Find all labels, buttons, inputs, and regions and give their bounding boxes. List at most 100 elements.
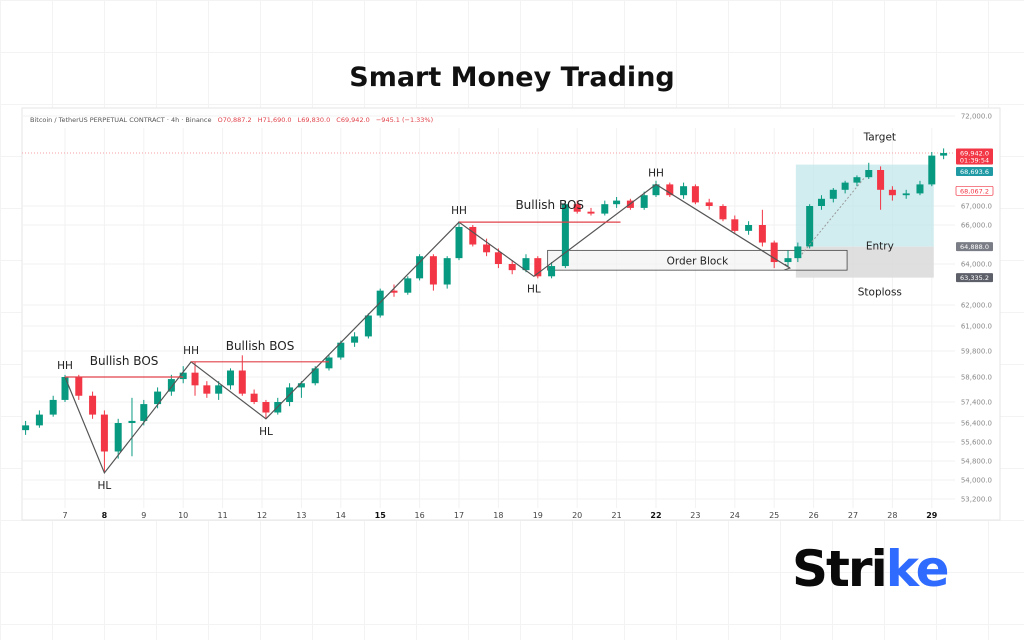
candle-body — [940, 153, 948, 156]
candle — [940, 148, 948, 160]
candle — [469, 225, 477, 247]
candle — [75, 374, 83, 400]
candle — [262, 399, 270, 419]
candle-body — [829, 189, 837, 199]
candle-body — [203, 385, 211, 394]
candle-body — [128, 420, 136, 423]
candle — [680, 182, 688, 199]
x-tick-label: 15 — [375, 511, 387, 520]
price-tag-text: 68,693.6 — [960, 168, 989, 176]
candle-body — [888, 189, 896, 196]
y-tick-label: 58,600.0 — [961, 374, 992, 382]
stop-label: Stoploss — [858, 287, 902, 299]
market-structure-line — [64, 183, 791, 475]
projection-line — [801, 176, 866, 255]
target-zone — [795, 164, 934, 247]
candle — [587, 207, 595, 216]
candle — [573, 200, 581, 214]
x-tick-label: 14 — [336, 511, 346, 520]
candle-body — [154, 391, 162, 405]
y-tick-label: 72,000.0 — [961, 113, 992, 121]
candle-body — [337, 342, 345, 358]
y-tick-label: 67,000.0 — [961, 203, 992, 211]
candle-body — [745, 225, 753, 231]
price-tag: 64,888.0 — [956, 242, 993, 252]
candle-body — [429, 256, 437, 285]
candle — [601, 200, 609, 216]
x-tick-label: 10 — [178, 511, 188, 520]
x-tick-label: 18 — [493, 511, 503, 520]
candle — [758, 209, 766, 247]
candle-body — [443, 258, 451, 285]
y-tick-label: 55,600.0 — [961, 439, 992, 447]
swing-label-hl: HL — [259, 426, 273, 438]
swing-label-hl: HL — [98, 480, 112, 492]
candle — [794, 242, 802, 263]
candle-body — [351, 336, 359, 343]
page-title: Smart Money Trading — [349, 62, 675, 93]
time-axis[interactable]: 7 8 9 10 11 12 13 14 15 16 17 18 19 20 21 22 23 24 25 26 27 2… — [62, 511, 937, 520]
y-tick-label: 59,800.0 — [961, 348, 992, 356]
candle-body — [758, 225, 766, 243]
y-tick-label: 62,000.0 — [961, 302, 992, 310]
candle-body — [508, 264, 516, 271]
bos-label: Bullish BOS — [90, 354, 159, 368]
candle — [167, 374, 175, 396]
low-value: L69,830.0 — [298, 116, 331, 124]
change-value: −945.1 (−1.33%) — [376, 116, 433, 124]
y-tick-label: 54,800.0 — [961, 458, 992, 466]
candle — [179, 366, 187, 384]
candle-body — [853, 177, 861, 183]
candle-body — [364, 315, 372, 337]
price-tag-bg — [956, 148, 993, 165]
y-tick-label: 61,000.0 — [961, 323, 992, 331]
candle-body — [573, 204, 581, 212]
candle — [784, 250, 792, 267]
price-tag: 68,067.2 — [955, 185, 994, 196]
y-tick-label: 57,400.0 — [961, 399, 992, 407]
x-tick-label: 16 — [415, 511, 425, 520]
price-tag-text: 69,942.0 — [960, 150, 989, 158]
candle — [916, 180, 924, 196]
candle — [888, 186, 896, 201]
price-tag-bg — [956, 242, 993, 252]
candle-body — [455, 226, 463, 259]
candle-body — [250, 393, 258, 402]
price-tag: 69,942.001:39:54 — [956, 148, 993, 165]
candle-body — [35, 414, 43, 426]
candle — [494, 248, 502, 269]
x-tick-label: 29 — [926, 511, 938, 520]
x-tick-label: 24 — [730, 511, 740, 520]
price-tag-text: 68,067.2 — [960, 187, 989, 195]
x-tick-label: 9 — [141, 511, 146, 520]
candle-body — [534, 258, 542, 277]
candle-body — [587, 211, 595, 214]
annotations: HH HL HH HL HH HL HH Bullish BOS Bullish BOS Bull… — [57, 132, 902, 492]
candle — [404, 276, 412, 295]
swing-label-hl: HL — [527, 283, 541, 295]
candle-body — [297, 383, 305, 388]
candle-body — [613, 200, 621, 205]
price-tag-text: 63,335.2 — [960, 274, 989, 282]
candle — [666, 182, 674, 197]
candle — [443, 256, 451, 289]
bos-label: Bullish BOS — [515, 198, 584, 212]
candle-body — [817, 198, 825, 206]
candle — [548, 262, 556, 279]
y-tick-label: 54,000.0 — [961, 477, 992, 485]
candle-body — [75, 377, 83, 396]
candle — [100, 410, 108, 473]
candle-body — [841, 182, 849, 190]
candle-body — [311, 368, 319, 384]
candle-body — [114, 423, 122, 452]
open-value: O70,887.2 — [218, 116, 252, 124]
candle-body — [262, 402, 270, 413]
price-tag-text: 64,888.0 — [960, 243, 989, 251]
x-tick-label: 8 — [102, 511, 108, 520]
candle — [364, 313, 372, 339]
candle — [745, 221, 753, 235]
candle — [561, 200, 569, 269]
price-axis[interactable]: 72,000.0 67,000.0 66,000.0 64,000.0 62,000.0… — [961, 113, 992, 504]
candle-body — [404, 278, 412, 293]
candle-body — [140, 404, 148, 421]
